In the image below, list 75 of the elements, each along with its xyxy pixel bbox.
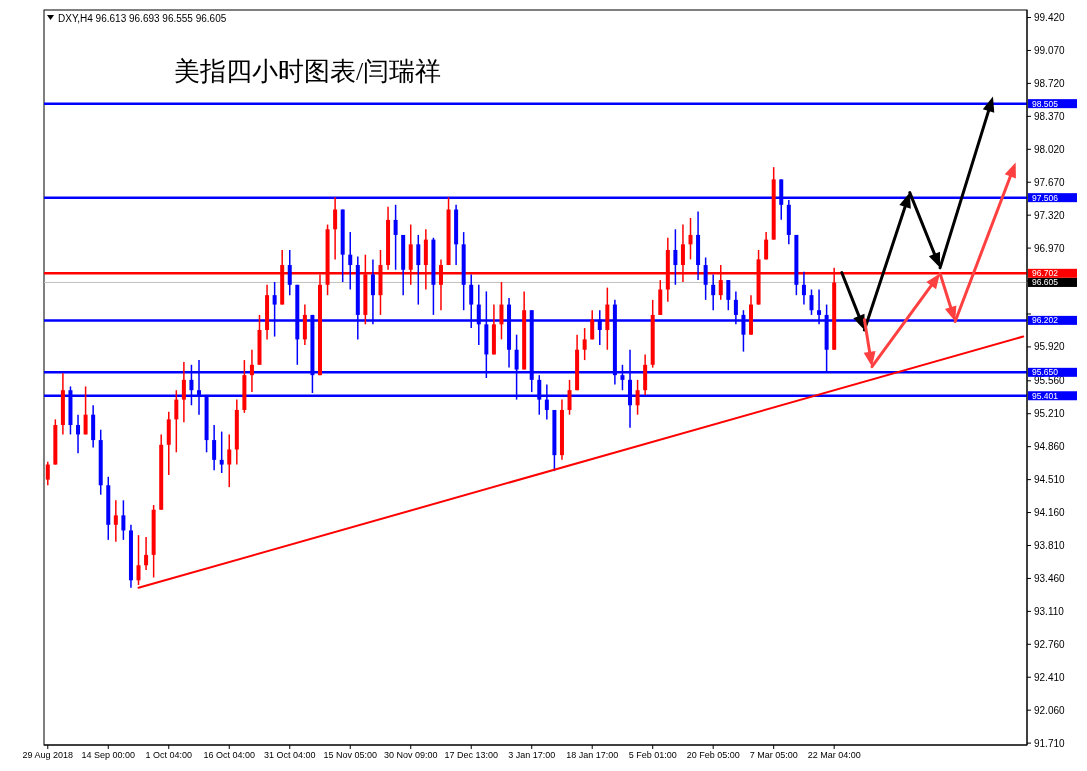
x-tick-label: 7 Mar 05:00 [749,750,798,760]
x-tick-label: 5 Feb 01:00 [628,750,677,760]
candlestick [711,273,716,311]
ref-line-label: 95.401 [1032,390,1059,401]
y-tick-label: 98.370 [1034,110,1066,122]
y-tick-label: 91.710 [1034,737,1066,749]
candlestick [582,327,587,361]
y-tick-label: 99.070 [1034,44,1066,56]
y-tick-label: 93.460 [1034,572,1066,584]
candlestick [764,231,769,261]
candlestick [113,499,118,543]
candlestick [333,196,338,261]
candlestick [688,217,693,261]
y-tick-label: 92.760 [1034,638,1066,650]
candlestick [76,413,81,455]
x-tick-label: 31 Oct 04:00 [263,750,316,760]
candlestick [144,536,149,571]
ref-line-label: 95.650 [1032,367,1059,378]
x-tick-label: 29 Aug 2018 [22,750,74,760]
candlestick [174,389,179,454]
y-tick-label: 98.720 [1034,77,1066,89]
y-tick-label: 95.920 [1034,341,1066,353]
candlestick [416,234,421,306]
candlestick [499,281,504,341]
y-tick-label: 94.860 [1034,441,1066,453]
candlestick [227,433,232,488]
x-tick-label: 1 Oct 04:00 [145,750,193,760]
candlestick [348,231,353,291]
x-tick-label: 16 Oct 04:00 [203,750,256,760]
y-tick-label: 97.320 [1034,209,1066,221]
candlestick [83,385,88,436]
candlestick [45,460,50,487]
x-tick-label: 20 Feb 05:00 [686,750,740,760]
x-tick-label: 22 Mar 04:00 [807,750,861,760]
candlestick [136,534,141,586]
candlestick [635,379,640,416]
candlestick [393,204,398,271]
ref-line-label: 96.202 [1032,315,1059,326]
ref-line-label: 98.505 [1032,98,1059,109]
ref-line-label: 96.605 [1032,277,1059,288]
annotation: DXY,H4 96.613 96.693 96.555 96.605 [58,13,227,24]
y-tick-label: 92.410 [1034,671,1066,683]
candlestick [809,288,814,316]
y-tick-label: 94.510 [1034,474,1066,486]
y-tick-label: 94.160 [1034,507,1066,519]
candlestick [801,270,806,306]
candlestick [121,499,126,541]
x-tick-label: 15 Nov 05:00 [323,750,378,760]
candlestick [726,279,731,311]
x-tick-label: 17 Dec 13:00 [444,750,498,760]
y-tick-label: 99.420 [1034,12,1066,24]
x-tick-label: 30 Nov 09:00 [383,750,438,760]
candlestick [212,424,217,471]
candlestick [567,379,572,416]
text: 美指四小时图表/闫瑞祥 [174,57,442,86]
y-tick-label: 95.560 [1034,375,1066,387]
candlestick [287,249,292,296]
y-tick-label: 96.970 [1034,242,1066,254]
y-tick-label: 97.670 [1034,176,1066,188]
candlestick [703,256,708,301]
x-tick-label: 14 Sep 00:00 [81,750,136,760]
ref-line-label: 97.506 [1032,192,1059,203]
candlestick [249,348,254,393]
y-tick-label: 93.810 [1034,539,1066,551]
candlestick [590,309,595,341]
y-tick-label: 93.110 [1034,605,1065,617]
x-tick-label: 18 Jan 17:00 [566,750,619,760]
candlestick [181,361,186,423]
y-tick-label: 95.210 [1034,408,1066,420]
x-tick-label: 3 Jan 17:00 [508,750,556,760]
candlestick [673,228,678,286]
y-tick-label: 98.020 [1034,143,1066,155]
ref-line-label: 96.702 [1032,268,1059,279]
candlestick [219,430,224,474]
y-tick-label: 92.060 [1034,704,1066,716]
